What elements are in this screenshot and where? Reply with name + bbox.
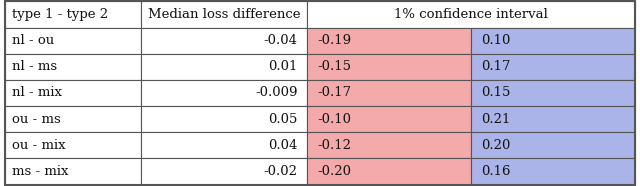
Bar (141, 54, 307, 80)
Text: 0.01: 0.01 (268, 60, 298, 73)
Bar (5, 1, 141, 28)
Bar (307, 158, 471, 185)
Bar (141, 132, 307, 158)
Bar (307, 132, 471, 158)
Text: type 1 - type 2: type 1 - type 2 (12, 8, 108, 21)
Text: nl - ou: nl - ou (12, 34, 54, 47)
Bar (5, 54, 141, 80)
Bar (307, 106, 471, 132)
Text: 0.17: 0.17 (481, 60, 510, 73)
Bar (471, 54, 635, 80)
Text: -0.10: -0.10 (317, 113, 351, 126)
Bar (141, 158, 307, 185)
Text: nl - ms: nl - ms (12, 60, 57, 73)
Text: 0.21: 0.21 (481, 113, 510, 126)
Bar (141, 106, 307, 132)
Text: ou - ms: ou - ms (12, 113, 60, 126)
Text: -0.12: -0.12 (317, 139, 351, 152)
Text: 0.05: 0.05 (268, 113, 298, 126)
Text: 1% confidence interval: 1% confidence interval (394, 8, 548, 21)
Bar (307, 1, 635, 28)
Text: ou - mix: ou - mix (12, 139, 65, 152)
Bar (307, 80, 471, 106)
Text: nl - mix: nl - mix (12, 86, 61, 100)
Bar (5, 132, 141, 158)
Text: -0.20: -0.20 (317, 165, 351, 178)
Bar (471, 158, 635, 185)
Bar (5, 158, 141, 185)
Text: ms - mix: ms - mix (12, 165, 68, 178)
Text: -0.02: -0.02 (264, 165, 298, 178)
Bar (471, 28, 635, 54)
Bar (307, 28, 471, 54)
Bar (5, 106, 141, 132)
Text: 0.15: 0.15 (481, 86, 510, 100)
Bar (141, 28, 307, 54)
Bar (471, 80, 635, 106)
Bar (5, 80, 141, 106)
Bar (141, 80, 307, 106)
Text: 0.04: 0.04 (268, 139, 298, 152)
Text: -0.04: -0.04 (264, 34, 298, 47)
Text: Median loss difference: Median loss difference (148, 8, 300, 21)
Text: 0.20: 0.20 (481, 139, 510, 152)
Bar (307, 54, 471, 80)
Bar (471, 132, 635, 158)
Text: 0.16: 0.16 (481, 165, 510, 178)
Bar (141, 1, 307, 28)
Bar (5, 28, 141, 54)
Text: -0.15: -0.15 (317, 60, 351, 73)
Text: 0.10: 0.10 (481, 34, 510, 47)
Bar (471, 106, 635, 132)
Text: -0.19: -0.19 (317, 34, 351, 47)
Text: -0.17: -0.17 (317, 86, 351, 100)
Text: -0.009: -0.009 (255, 86, 298, 100)
